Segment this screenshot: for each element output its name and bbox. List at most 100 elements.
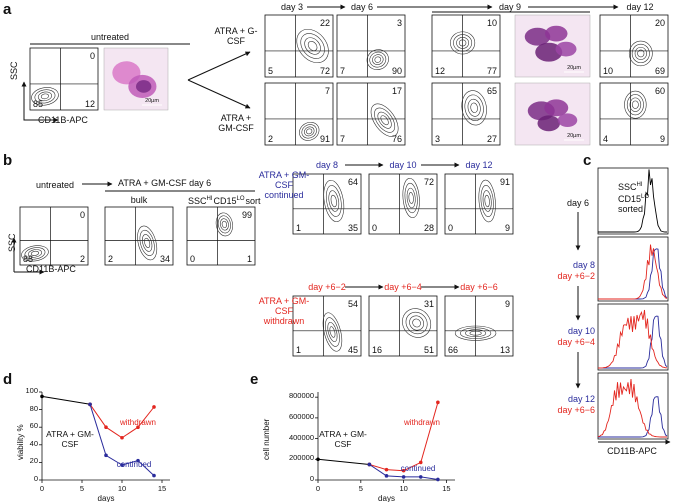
- contour: [465, 329, 487, 338]
- contour: [34, 89, 56, 104]
- contour: [325, 185, 342, 217]
- data-point: [152, 405, 156, 409]
- contour: [453, 34, 473, 52]
- contour: [300, 33, 325, 59]
- nucleus: [555, 41, 577, 57]
- contour: [412, 318, 421, 328]
- condition-label: ATRA + GM-CSF withdrawn: [258, 296, 310, 326]
- panel-label: d: [3, 371, 13, 388]
- x-tick-label: 0: [315, 484, 321, 493]
- x-tick-label: 0: [39, 484, 45, 493]
- quadrant-percent: 3: [435, 134, 441, 144]
- contour: [482, 190, 492, 212]
- scale-label: 20µm: [567, 133, 581, 139]
- contour: [330, 194, 337, 208]
- contour: [37, 91, 52, 102]
- panel-label: a: [3, 1, 12, 18]
- y-tick-label: 0: [33, 474, 38, 483]
- x-tick-label: 10: [399, 484, 408, 493]
- x-tick-label: 15: [157, 484, 167, 493]
- quadrant-percent: 91: [319, 134, 330, 144]
- quadrant-percent: 91: [499, 177, 510, 187]
- contour: [304, 37, 321, 55]
- flow-plot: [431, 14, 501, 78]
- quadrant-percent: 17: [391, 86, 402, 96]
- day-label: day +6−2: [557, 271, 595, 281]
- day-label: day 8: [572, 260, 595, 270]
- nucleus: [136, 80, 152, 93]
- quadrant-percent: 1: [246, 254, 252, 264]
- contour: [322, 312, 343, 352]
- quadrant-percent: 27: [486, 134, 497, 144]
- data-point: [120, 463, 124, 467]
- contour: [366, 49, 389, 70]
- quadrant-percent: 7: [324, 86, 330, 96]
- treatment-label: ATRA + GM-CSF: [218, 113, 254, 133]
- histogram-box: [597, 372, 669, 440]
- panel-label: b: [3, 152, 13, 169]
- contour: [303, 126, 315, 137]
- histogram-box: [597, 303, 669, 371]
- data-point: [367, 462, 372, 467]
- data-point: [418, 460, 423, 465]
- quadrant-percent: 31: [423, 299, 434, 309]
- axis-title: CD11B-APC: [38, 115, 88, 125]
- contour: [450, 31, 476, 55]
- contour: [217, 215, 231, 234]
- quadrant-percent: 10: [603, 66, 614, 76]
- contour: [24, 247, 46, 260]
- flow-plot: [29, 47, 99, 111]
- nucleus: [524, 27, 551, 46]
- quadrant-percent: 13: [499, 345, 510, 355]
- contour: [40, 93, 50, 100]
- contour: [461, 90, 487, 126]
- contour: [329, 326, 336, 338]
- contour: [296, 28, 329, 64]
- quadrant-percent: 20: [654, 18, 665, 28]
- day-label: day +6−6: [557, 405, 595, 415]
- quadrant-percent: 85: [33, 99, 44, 109]
- quadrant-percent: 34: [159, 254, 170, 264]
- quadrant-percent: 66: [448, 345, 459, 355]
- data-point: [104, 425, 108, 430]
- sorted-label-part: sorted: [618, 204, 644, 214]
- y-tick-label: 0: [309, 474, 314, 483]
- data-point: [418, 475, 423, 479]
- y-tick-label: 20: [29, 456, 38, 466]
- data-point: [136, 425, 140, 430]
- quadrant-percent: 2: [108, 254, 114, 264]
- nucleus: [544, 99, 569, 117]
- contour: [380, 115, 389, 126]
- series-label: continued: [116, 460, 152, 469]
- contour: [405, 311, 428, 335]
- label: bulk: [130, 195, 148, 205]
- quadrant-percent: 10: [486, 18, 497, 28]
- nucleus: [557, 113, 578, 128]
- series-label: withdrawn: [403, 418, 440, 427]
- contour: [372, 54, 384, 65]
- contour: [456, 37, 470, 49]
- contour: [626, 94, 644, 116]
- series-label: ATRA + GM-CSF: [319, 429, 367, 449]
- quadrant-percent: 88: [23, 254, 34, 264]
- data-point: [88, 402, 92, 407]
- panel-label: c: [583, 152, 592, 169]
- histogram-box: [597, 167, 669, 235]
- series-line: [369, 402, 439, 472]
- series-label: withdrawn: [119, 418, 156, 427]
- data-point: [40, 394, 44, 399]
- contour: [408, 192, 414, 204]
- quadrant-percent: 0: [79, 210, 85, 220]
- contour: [306, 128, 313, 135]
- data-point: [436, 477, 440, 482]
- flow-plot: [19, 206, 89, 266]
- quadrant-percent: 51: [423, 345, 434, 355]
- day-label: day 3: [280, 2, 304, 12]
- axis-title: CD11B-APC: [607, 446, 657, 456]
- contour: [628, 40, 653, 67]
- quadrant-percent: 4: [603, 134, 609, 144]
- day-label: day 12: [465, 160, 493, 170]
- contour: [369, 51, 387, 68]
